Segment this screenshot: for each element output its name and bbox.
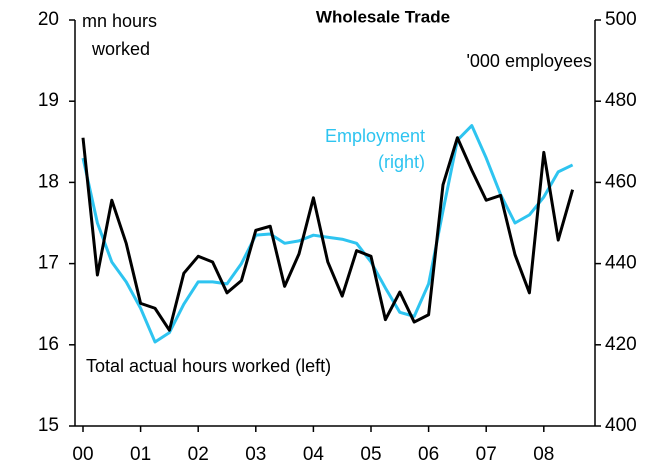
annotation: (right) xyxy=(378,152,425,172)
x-tick-label: 02 xyxy=(188,444,209,465)
chart-title: Wholesale Trade xyxy=(316,7,450,26)
x-tick-label: 00 xyxy=(72,444,93,465)
series-line xyxy=(81,136,575,332)
y2-tick-label: 500 xyxy=(605,9,637,30)
y2-tick-label: 460 xyxy=(605,171,637,192)
y2-tick-label: 420 xyxy=(605,334,637,355)
x-tick-label: 03 xyxy=(245,444,266,465)
y2-axis-label: '000 employees xyxy=(466,51,592,71)
x-tick-label: 07 xyxy=(476,444,497,465)
y-tick-label: 17 xyxy=(38,253,59,274)
annotation: Total actual hours worked (left) xyxy=(86,356,331,376)
y-tick-label: 15 xyxy=(38,415,59,436)
y-axis-label: worked xyxy=(91,39,150,59)
x-tick-label: 04 xyxy=(303,444,325,465)
y-tick-label: 16 xyxy=(38,334,59,355)
y-tick-label: 20 xyxy=(38,9,59,30)
y2-tick-label: 400 xyxy=(605,415,637,436)
y2-tick-label: 440 xyxy=(605,253,637,274)
x-tick-label: 05 xyxy=(360,444,381,465)
y2-tick-label: 480 xyxy=(605,90,637,111)
y-tick-label: 19 xyxy=(38,90,59,111)
x-tick-label: 06 xyxy=(418,444,439,465)
x-tick-label: 08 xyxy=(533,444,554,465)
x-tick-label: 01 xyxy=(130,444,151,465)
annotation: Employment xyxy=(325,126,425,146)
y-tick-label: 18 xyxy=(38,171,59,192)
series-line xyxy=(81,124,574,344)
y-axis-label: mn hours xyxy=(82,11,157,31)
